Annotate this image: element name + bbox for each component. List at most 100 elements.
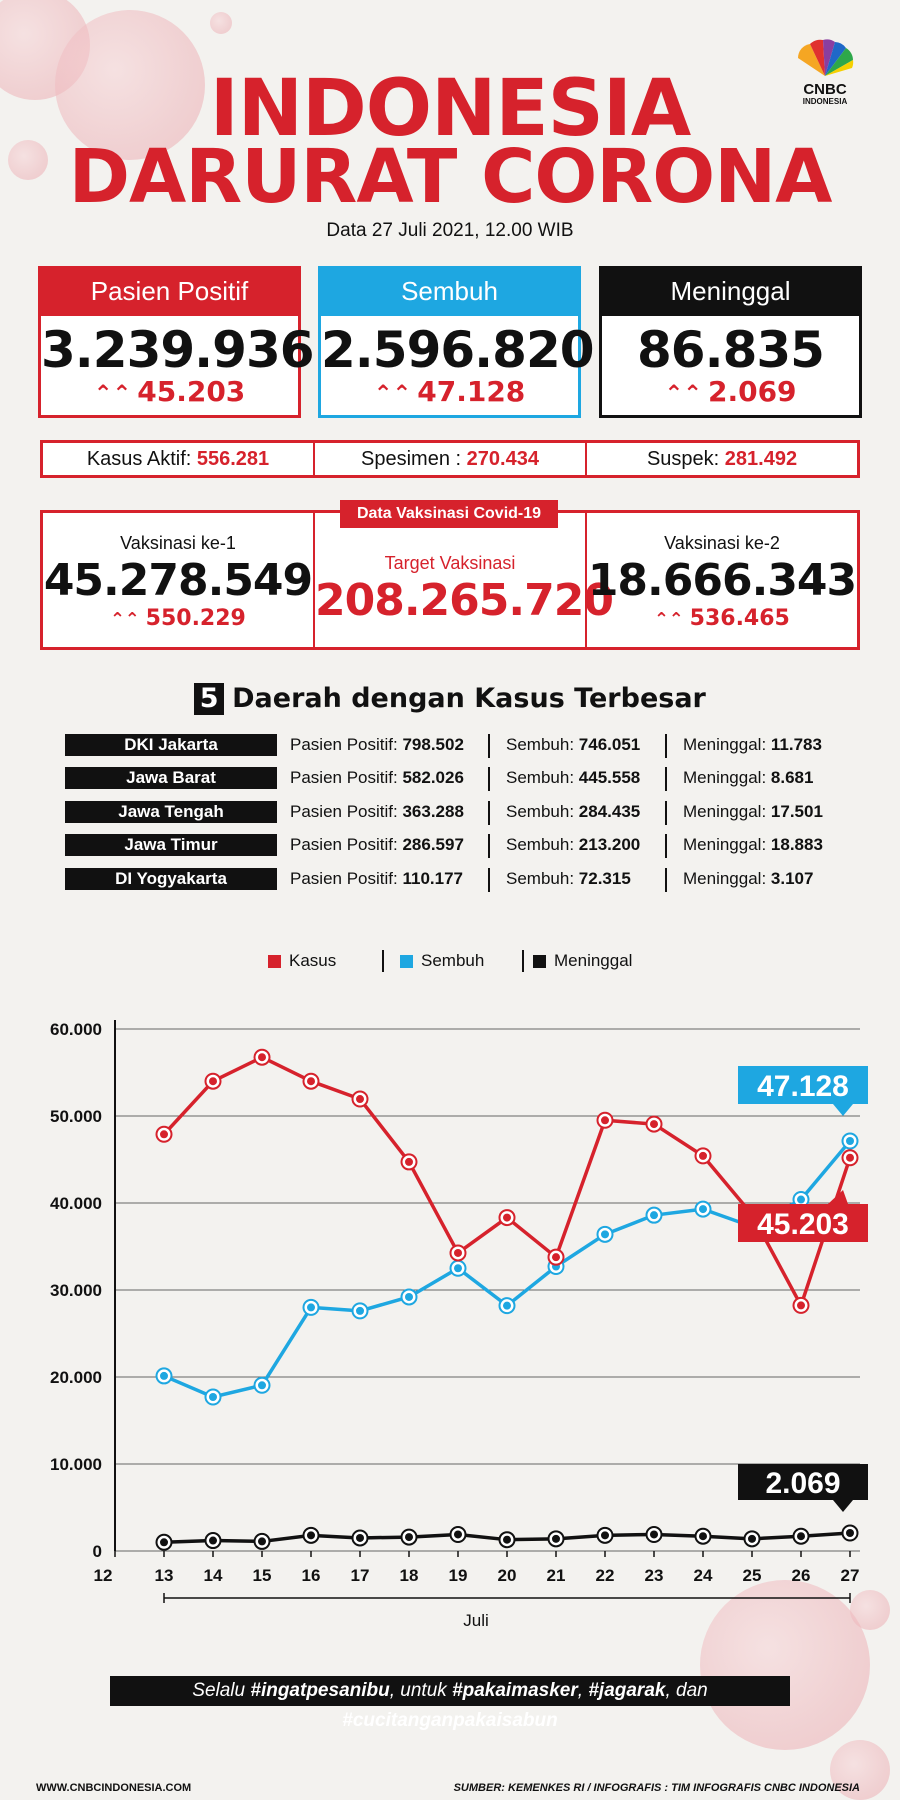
callout-pointer [833, 1500, 853, 1512]
region-positif: Pasien Positif: 286.597 [290, 834, 464, 856]
hashtag-text: Selalu [192, 1680, 251, 1701]
legend-divider [522, 950, 524, 972]
legend-label: Kasus [289, 951, 337, 970]
region-label: Pasien Positif: [290, 735, 398, 754]
callout-label: 47.128 [757, 1070, 849, 1103]
x-tick-label: 18 [400, 1566, 419, 1585]
data-point-core [454, 1530, 462, 1539]
card-positif-delta: ⌃⌃ 45.203 [41, 375, 298, 408]
legend-swatch [268, 954, 281, 968]
region-positif: Pasien Positif: 110.177 [290, 868, 463, 890]
region-separator [665, 868, 667, 892]
x-tick-label: 12 [94, 1566, 113, 1585]
y-tick-label: 30.000 [50, 1281, 102, 1300]
x-tick-label: 26 [792, 1566, 811, 1585]
data-point-core [454, 1248, 462, 1257]
vax-dose1-delta-value: 550.229 [145, 606, 246, 631]
data-point-core [650, 1120, 658, 1129]
region-label: Meninggal: [683, 869, 767, 888]
vax-dose2: Vaksinasi ke-2 18.666.343 ⌃⌃ 536.465 [587, 513, 857, 647]
region-positif: Pasien Positif: 363.288 [290, 801, 464, 823]
y-tick-label: 40.000 [50, 1194, 102, 1213]
legend-divider [382, 950, 384, 972]
region-label: Pasien Positif: [290, 802, 398, 821]
x-tick-label: 14 [204, 1566, 223, 1585]
data-point-core [307, 1303, 315, 1312]
region-value: 110.177 [402, 869, 463, 888]
region-label: Meninggal: [683, 835, 767, 854]
card-meninggal-delta-value: 2.069 [707, 375, 797, 408]
data-point-core [699, 1205, 707, 1214]
regions-title: Daerah dengan Kasus Terbesar [232, 683, 706, 714]
vax-dose2-value: 18.666.343 [587, 555, 857, 606]
callout-box [738, 1066, 868, 1104]
stat-label: Spesimen : [361, 448, 462, 470]
hashtag-banner: Selalu #ingatpesanibu, untuk #pakaimaske… [110, 1676, 790, 1731]
data-point-core [258, 1053, 266, 1062]
vax-target-value: 208.265.720 [315, 575, 614, 626]
region-value: 213.200 [578, 835, 641, 854]
virus-decoration [8, 140, 48, 180]
regions-heading: 5 Daerah dengan Kasus Terbesar [0, 683, 900, 715]
data-point-core [846, 1153, 854, 1162]
double-chevron-up-icon: ⌃⌃ [110, 610, 140, 630]
region-label: Meninggal: [683, 768, 767, 787]
card-sembuh: Sembuh 2.596.820 ⌃⌃ 47.128 [318, 266, 595, 418]
data-point-core [699, 1532, 707, 1541]
data-point-core [601, 1230, 609, 1239]
hashtag-text: , untuk [389, 1680, 453, 1701]
data-point-core [552, 1534, 560, 1543]
data-point-core [797, 1195, 805, 1204]
data-point-core [601, 1116, 609, 1125]
double-chevron-up-icon: ⌃⌃ [373, 381, 412, 407]
card-positif-delta-value: 45.203 [137, 375, 246, 408]
region-separator [665, 767, 667, 791]
callout-label: 2.069 [765, 1467, 840, 1500]
data-point-core [405, 1292, 413, 1301]
x-tick-label: 16 [302, 1566, 321, 1585]
card-meninggal-header: Meninggal [599, 266, 862, 316]
data-point-core [356, 1306, 364, 1315]
vax-dose1-delta: ⌃⌃ 550.229 [43, 606, 313, 631]
region-value: 746.051 [578, 735, 641, 754]
vax-dose1-value: 45.278.549 [43, 555, 313, 606]
x-tick-label: 23 [645, 1566, 664, 1585]
region-value: 798.502 [402, 735, 464, 754]
region-sembuh: Sembuh: 72.315 [506, 868, 631, 890]
data-point-core [846, 1136, 854, 1145]
footer-source: SUMBER: KEMENKES RI / INFOGRAFIS : TIM I… [453, 1782, 860, 1794]
data-point-core [307, 1077, 315, 1086]
stat-label: Kasus Aktif: [86, 448, 192, 470]
y-tick-label: 20.000 [50, 1368, 102, 1387]
region-value: 8.681 [770, 768, 814, 787]
x-tick-label: 24 [694, 1566, 713, 1585]
region-value: 11.783 [770, 735, 822, 754]
virus-decoration [55, 10, 205, 160]
region-sembuh: Sembuh: 746.051 [506, 734, 640, 756]
double-chevron-up-icon: ⌃⌃ [93, 381, 132, 407]
x-tick-label: 19 [449, 1566, 468, 1585]
y-tick-label: 10.000 [50, 1455, 102, 1474]
region-separator [665, 734, 667, 758]
data-point-core [552, 1253, 560, 1262]
x-tick-label: 27 [841, 1566, 860, 1585]
region-meninggal: Meninggal: 18.883 [683, 834, 823, 856]
region-value: 445.558 [578, 768, 641, 787]
vax-tag: Data Vaksinasi Covid-19 [340, 500, 558, 528]
data-point-core [748, 1534, 756, 1543]
region-label: Pasien Positif: [290, 869, 398, 888]
series-line-sembuh [163, 1139, 852, 1399]
x-tick-label: 20 [498, 1566, 517, 1585]
virus-decoration [830, 1740, 890, 1800]
region-label: Pasien Positif: [290, 835, 398, 854]
x-axis-label: Juli [463, 1611, 489, 1630]
data-point-core [209, 1392, 217, 1401]
footer-website: WWW.CNBCINDONESIA.COM [36, 1782, 192, 1794]
region-name: Jawa Barat [65, 767, 277, 789]
vax-dose2-delta-value: 536.465 [689, 606, 790, 631]
page-title-line1: INDONESIA [209, 64, 691, 154]
callout-box [738, 1204, 868, 1242]
region-name: DKI Jakarta [65, 734, 277, 756]
cnbc-logo: CNBC INDONESIA [790, 38, 860, 106]
region-label: Sembuh: [506, 735, 575, 754]
